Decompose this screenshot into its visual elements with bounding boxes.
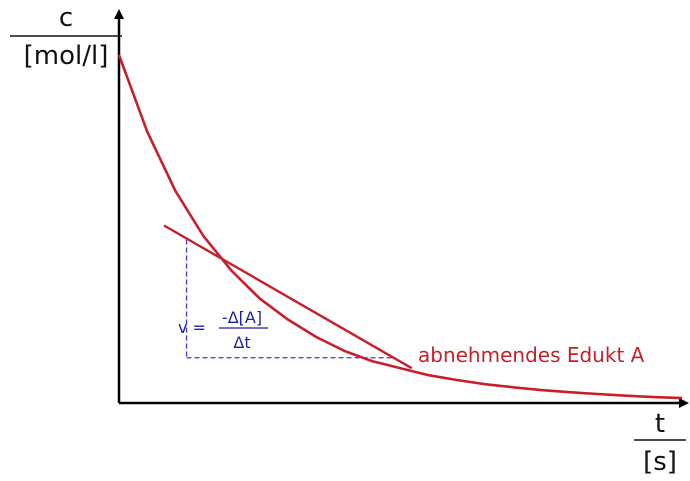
- formula-denominator: Δt: [233, 333, 250, 352]
- series-label: abnehmendes Edukt A: [418, 343, 645, 367]
- tangent-line: [163, 224, 413, 370]
- formula-lhs: v =: [178, 318, 206, 337]
- y-axis-unit: [mol/l]: [24, 41, 109, 71]
- x-axis-unit: [s]: [643, 447, 677, 477]
- y-axis-label: c: [59, 3, 73, 33]
- formula-numerator: -Δ[A]: [222, 308, 262, 327]
- series-line-edukt-a: [117, 54, 683, 400]
- x-axis-label: t: [655, 409, 665, 439]
